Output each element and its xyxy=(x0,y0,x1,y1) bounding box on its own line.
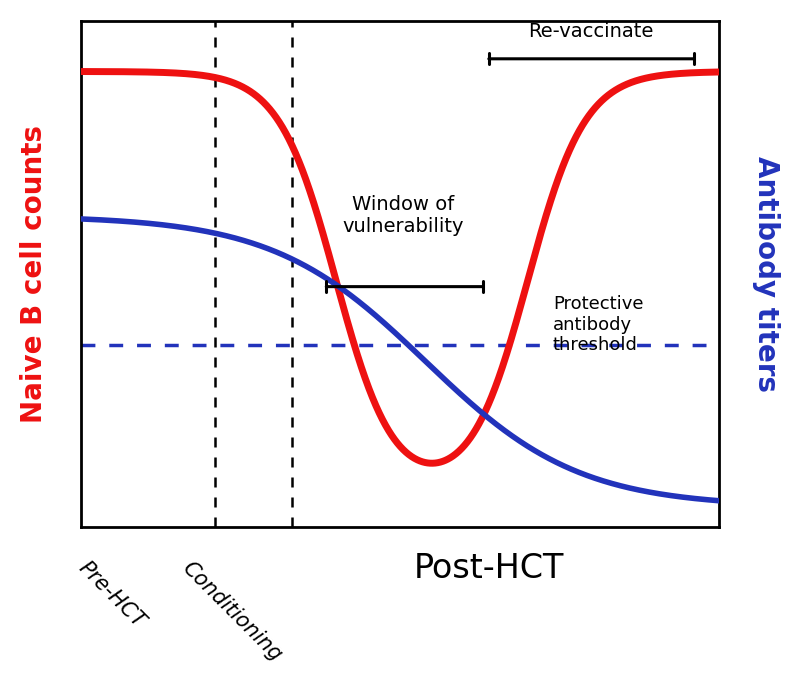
Text: Naive B cell counts: Naive B cell counts xyxy=(19,125,47,423)
Text: Post-HCT: Post-HCT xyxy=(414,552,565,585)
Text: Protective
antibody
threshold: Protective antibody threshold xyxy=(553,295,643,354)
Text: Window of
vulnerability: Window of vulnerability xyxy=(342,195,464,236)
Text: Re-vaccinate: Re-vaccinate xyxy=(529,22,654,41)
Text: Antibody titers: Antibody titers xyxy=(753,156,781,392)
Text: Conditioning: Conditioning xyxy=(178,558,286,665)
Text: Pre-HCT: Pre-HCT xyxy=(74,558,148,631)
